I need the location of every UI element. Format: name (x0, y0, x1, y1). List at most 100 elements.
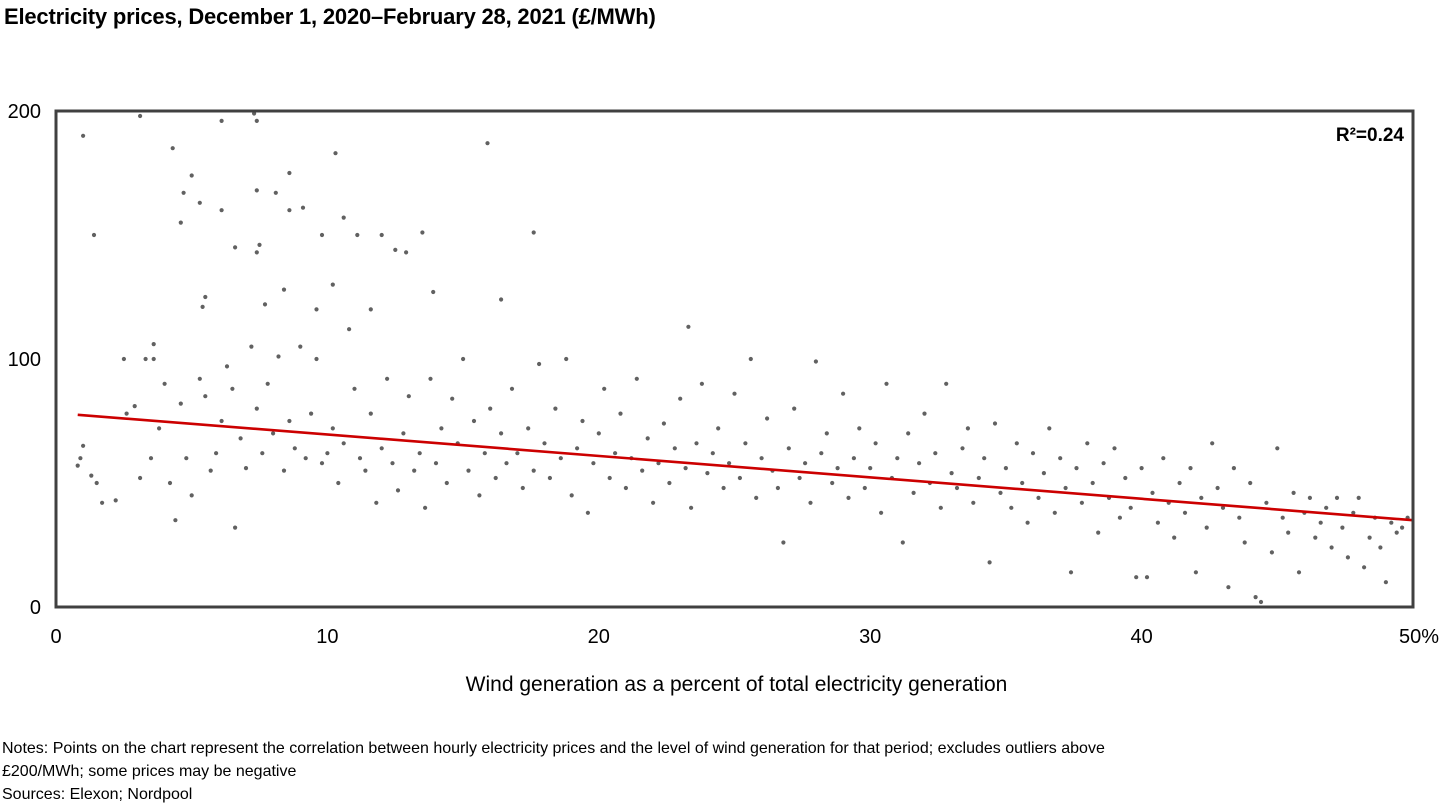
data-point (1020, 480, 1025, 486)
data-point (922, 411, 927, 416)
data-point (300, 205, 306, 210)
data-point (309, 411, 314, 416)
data-point (75, 463, 80, 468)
data-point (954, 485, 960, 491)
data-point (1172, 535, 1177, 540)
data-point (81, 133, 86, 138)
data-point (1193, 570, 1198, 575)
data-point (1123, 475, 1128, 481)
data-point (249, 344, 254, 349)
chart-notes: Notes: Points on the chart represent the… (2, 737, 1432, 806)
data-point (477, 493, 482, 498)
data-point (406, 394, 411, 399)
data-point (219, 208, 224, 213)
data-point (987, 560, 992, 565)
data-point (1329, 545, 1334, 550)
data-point (808, 500, 813, 505)
data-point (1307, 495, 1312, 500)
data-point (1345, 555, 1350, 560)
data-point (992, 421, 998, 426)
data-point (238, 436, 243, 441)
data-point (558, 456, 563, 461)
data-point (254, 406, 259, 411)
data-point (585, 510, 591, 515)
data-point (1144, 575, 1150, 580)
data-point (944, 381, 949, 386)
data-point (965, 426, 971, 431)
data-point (314, 356, 319, 362)
y-tick-label: 100 (8, 349, 41, 371)
data-point (1264, 500, 1269, 505)
sources-line: Sources: Elexon; Nordpool (2, 786, 193, 803)
data-point (694, 441, 699, 446)
data-point (678, 396, 683, 401)
data-point (81, 443, 86, 448)
data-point (352, 386, 357, 391)
data-point (743, 441, 748, 446)
data-point (1063, 485, 1068, 491)
data-point (911, 490, 916, 495)
data-point (1161, 456, 1166, 461)
data-point (537, 361, 542, 367)
data-point (906, 431, 911, 436)
data-point (1117, 515, 1122, 520)
data-point (78, 456, 83, 461)
data-point (1351, 510, 1356, 515)
data-point (851, 456, 857, 461)
data-point (1101, 461, 1106, 466)
data-point (1318, 520, 1323, 525)
data-point (971, 500, 976, 505)
data-point (298, 344, 303, 349)
data-point (781, 540, 786, 545)
data-point (1204, 525, 1209, 530)
data-point (330, 282, 335, 287)
data-point (431, 289, 436, 295)
data-point (933, 451, 938, 456)
notes-line-1: Notes: Points on the chart represent the… (2, 740, 1105, 757)
data-point (1079, 500, 1084, 505)
r-squared-annotation: R²=0.24 (1336, 125, 1405, 146)
data-point (189, 493, 194, 498)
data-point (1085, 441, 1090, 446)
data-point (390, 461, 395, 466)
data-point (754, 495, 759, 500)
data-point (1362, 565, 1367, 570)
data-point (262, 302, 268, 307)
data-point (184, 456, 189, 461)
data-point (1025, 520, 1030, 525)
data-point (433, 461, 439, 466)
y-axis-ticks: 0 100 200 (8, 101, 41, 619)
data-point (569, 493, 574, 498)
data-point (683, 466, 688, 471)
data-point (471, 418, 477, 424)
data-point (737, 475, 743, 481)
data-point (363, 468, 368, 473)
data-point (1014, 441, 1019, 446)
data-point (797, 475, 802, 481)
data-point (488, 406, 493, 411)
data-point (417, 451, 422, 456)
data-point (233, 245, 238, 250)
data-point (499, 431, 504, 436)
data-point (1052, 510, 1057, 515)
data-point (1275, 446, 1280, 451)
data-point (208, 468, 213, 473)
data-point (1036, 495, 1041, 500)
data-point (178, 401, 183, 406)
data-point (1248, 480, 1253, 486)
data-point (520, 485, 525, 491)
data-point (862, 485, 867, 491)
data-point (651, 500, 656, 505)
data-point (368, 411, 373, 416)
data-point (395, 488, 401, 493)
data-point (91, 232, 97, 238)
data-point (792, 406, 797, 411)
x-tick-label: 30 (859, 626, 881, 648)
data-point (368, 307, 373, 312)
data-point (564, 356, 569, 362)
data-point (846, 495, 851, 500)
data-point (482, 451, 487, 456)
x-tick-label: 50% (1399, 626, 1439, 648)
data-point (450, 396, 455, 401)
